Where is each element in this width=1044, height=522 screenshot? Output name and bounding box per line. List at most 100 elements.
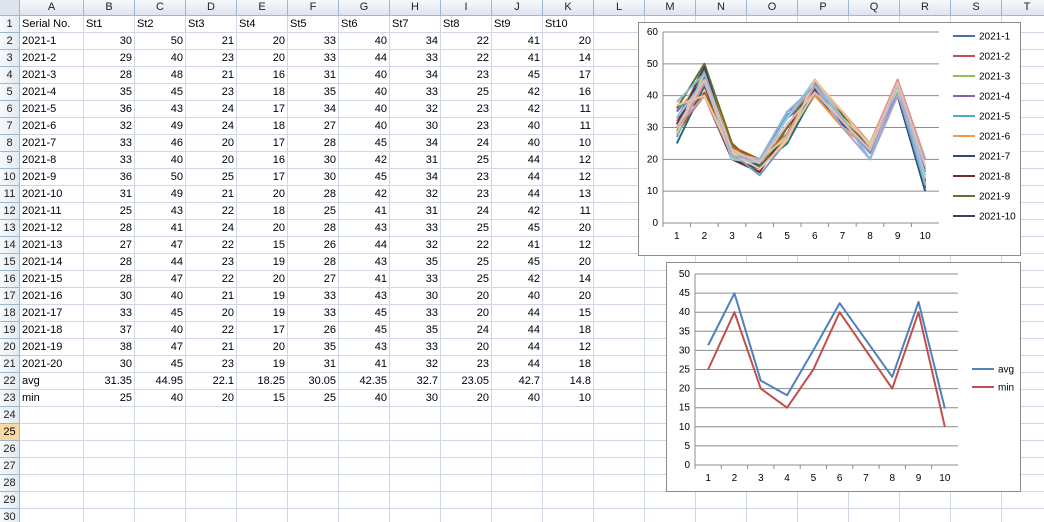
cell-e23[interactable]: 15 [237,390,288,407]
cell-i30[interactable] [441,509,492,522]
cell-i23[interactable]: 20 [441,390,492,407]
cell-g30[interactable] [339,509,390,522]
cell-t30[interactable] [1002,509,1044,522]
cell-l21[interactable] [594,356,645,373]
cell-k20[interactable]: 12 [543,339,594,356]
cell-e20[interactable]: 20 [237,339,288,356]
cell-c21[interactable]: 45 [135,356,186,373]
cell-h17[interactable]: 30 [390,288,441,305]
cell-k29[interactable] [543,492,594,509]
cell-j30[interactable] [492,509,543,522]
cell-i2[interactable]: 22 [441,33,492,50]
cell-h9[interactable]: 31 [390,152,441,169]
cell-i26[interactable] [441,441,492,458]
cell-k7[interactable]: 11 [543,118,594,135]
cell-t25[interactable] [1002,424,1044,441]
cell-j16[interactable]: 42 [492,271,543,288]
cell-g26[interactable] [339,441,390,458]
cell-g20[interactable]: 43 [339,339,390,356]
cell-i7[interactable]: 23 [441,118,492,135]
cell-h7[interactable]: 30 [390,118,441,135]
column-header-l[interactable]: L [594,0,645,16]
row-header-11[interactable]: 11 [0,186,20,203]
column-header-r[interactable]: R [900,0,951,16]
cell-j7[interactable]: 40 [492,118,543,135]
cell-k9[interactable]: 12 [543,152,594,169]
cell-b28[interactable] [84,475,135,492]
cell-e22[interactable]: 18.25 [237,373,288,390]
row-header-1[interactable]: 1 [0,16,20,33]
cell-t9[interactable] [1002,152,1044,169]
column-header-c[interactable]: C [135,0,186,16]
cell-i4[interactable]: 23 [441,67,492,84]
cell-h26[interactable] [390,441,441,458]
cell-c28[interactable] [135,475,186,492]
cell-k14[interactable]: 12 [543,237,594,254]
cell-d19[interactable]: 22 [186,322,237,339]
cell-h13[interactable]: 33 [390,220,441,237]
cell-j25[interactable] [492,424,543,441]
cell-a2[interactable]: 2021-1 [20,33,84,50]
cell-l20[interactable] [594,339,645,356]
cell-i19[interactable]: 24 [441,322,492,339]
cell-k26[interactable] [543,441,594,458]
cell-k2[interactable]: 20 [543,33,594,50]
column-header-o[interactable]: O [747,0,798,16]
cell-c24[interactable] [135,407,186,424]
row-header-19[interactable]: 19 [0,322,20,339]
cell-g10[interactable]: 45 [339,169,390,186]
cell-r29[interactable] [900,492,951,509]
cell-g27[interactable] [339,458,390,475]
cell-f29[interactable] [288,492,339,509]
cell-p30[interactable] [798,509,849,522]
cell-k16[interactable]: 14 [543,271,594,288]
column-header-m[interactable]: M [645,0,696,16]
cell-a21[interactable]: 2021-20 [20,356,84,373]
cell-t28[interactable] [1002,475,1044,492]
cell-e3[interactable]: 20 [237,50,288,67]
column-header-g[interactable]: G [339,0,390,16]
cell-a4[interactable]: 2021-3 [20,67,84,84]
cell-f22[interactable]: 30.05 [288,373,339,390]
cell-c8[interactable]: 46 [135,135,186,152]
cell-a9[interactable]: 2021-8 [20,152,84,169]
cell-h24[interactable] [390,407,441,424]
cell-a15[interactable]: 2021-14 [20,254,84,271]
cell-j22[interactable]: 42.7 [492,373,543,390]
cell-t19[interactable] [1002,322,1044,339]
cell-a13[interactable]: 2021-12 [20,220,84,237]
cell-j21[interactable]: 44 [492,356,543,373]
cell-c23[interactable]: 40 [135,390,186,407]
cell-e30[interactable] [237,509,288,522]
cell-h6[interactable]: 32 [390,101,441,118]
cell-j14[interactable]: 41 [492,237,543,254]
cell-c29[interactable] [135,492,186,509]
cell-g25[interactable] [339,424,390,441]
cell-e25[interactable] [237,424,288,441]
cell-a16[interactable]: 2021-15 [20,271,84,288]
cell-d8[interactable]: 20 [186,135,237,152]
cell-t8[interactable] [1002,135,1044,152]
cell-h14[interactable]: 32 [390,237,441,254]
cell-f28[interactable] [288,475,339,492]
cell-d15[interactable]: 23 [186,254,237,271]
cell-a22[interactable]: avg [20,373,84,390]
column-header-b[interactable]: B [84,0,135,16]
cell-f16[interactable]: 27 [288,271,339,288]
cell-e5[interactable]: 18 [237,84,288,101]
cell-g22[interactable]: 42.35 [339,373,390,390]
cell-t12[interactable] [1002,203,1044,220]
row-header-4[interactable]: 4 [0,67,20,84]
cell-i25[interactable] [441,424,492,441]
cell-a6[interactable]: 2021-5 [20,101,84,118]
cell-j11[interactable]: 44 [492,186,543,203]
cell-e12[interactable]: 18 [237,203,288,220]
cell-c26[interactable] [135,441,186,458]
cell-d16[interactable]: 22 [186,271,237,288]
row-header-26[interactable]: 26 [0,441,20,458]
cell-l27[interactable] [594,458,645,475]
cell-k25[interactable] [543,424,594,441]
cell-h20[interactable]: 33 [390,339,441,356]
cell-t27[interactable] [1002,458,1044,475]
cell-t24[interactable] [1002,407,1044,424]
